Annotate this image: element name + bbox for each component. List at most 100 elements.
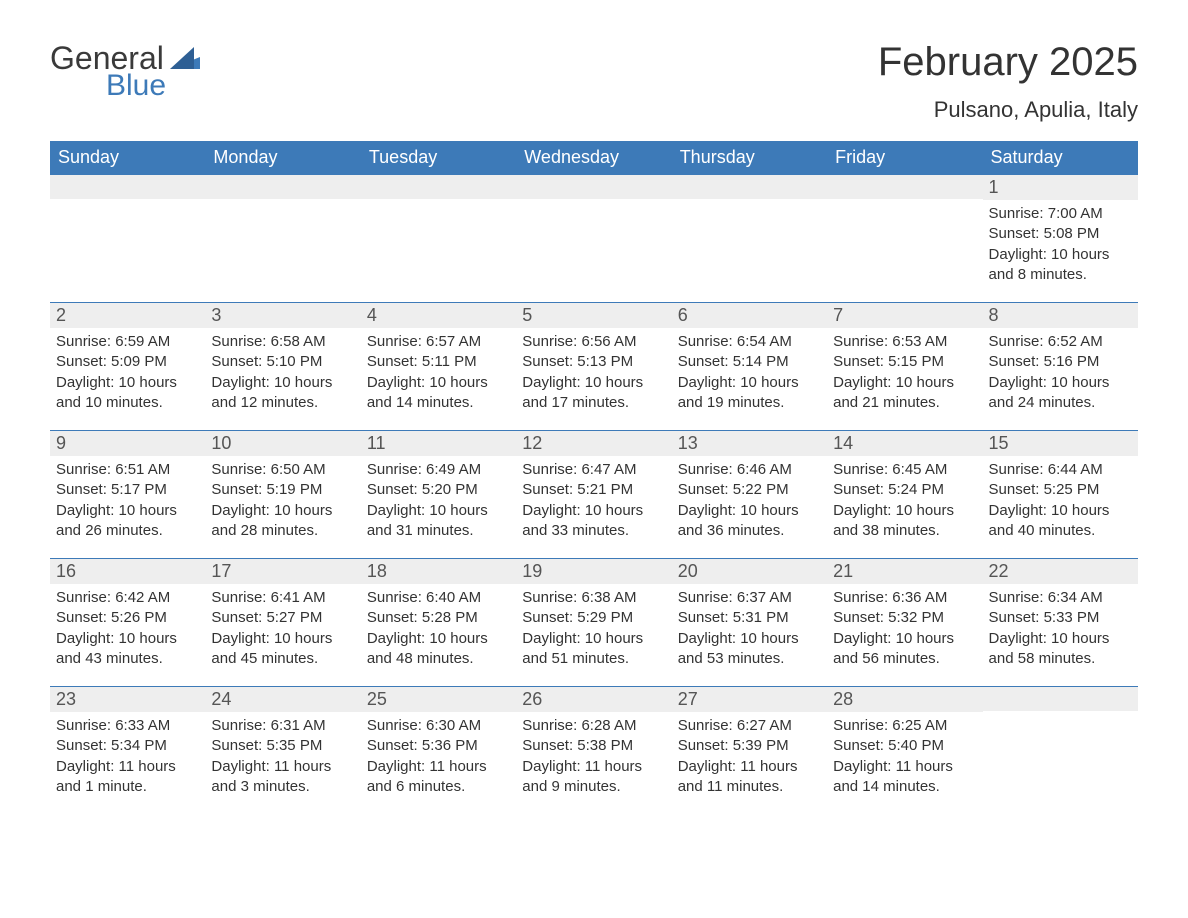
- empty-day-stripe: [516, 174, 671, 199]
- sunset-line: Sunset: 5:35 PM: [211, 736, 354, 756]
- calendar-day-cell: [361, 174, 516, 302]
- day-number: 19: [516, 558, 671, 584]
- daylight-line: Daylight: 10 hours and 14 minutes.: [367, 373, 510, 414]
- day-content: Sunrise: 6:41 AMSunset: 5:27 PMDaylight:…: [205, 584, 360, 675]
- calendar-day-cell: 6Sunrise: 6:54 AMSunset: 5:14 PMDaylight…: [672, 302, 827, 430]
- calendar-day-cell: 22Sunrise: 6:34 AMSunset: 5:33 PMDayligh…: [983, 558, 1138, 686]
- day-number: 1: [983, 174, 1138, 200]
- day-number: 28: [827, 686, 982, 712]
- calendar-day-cell: 12Sunrise: 6:47 AMSunset: 5:21 PMDayligh…: [516, 430, 671, 558]
- day-number: 9: [50, 430, 205, 456]
- day-number: 23: [50, 686, 205, 712]
- weekday-header: Thursday: [672, 141, 827, 174]
- daylight-line: Daylight: 10 hours and 38 minutes.: [833, 501, 976, 542]
- day-number: 15: [983, 430, 1138, 456]
- sunrise-line: Sunrise: 6:33 AM: [56, 716, 199, 736]
- day-number: 3: [205, 302, 360, 328]
- day-number: 25: [361, 686, 516, 712]
- sunrise-line: Sunrise: 6:34 AM: [989, 588, 1132, 608]
- calendar-day-cell: 25Sunrise: 6:30 AMSunset: 5:36 PMDayligh…: [361, 686, 516, 814]
- daylight-line: Daylight: 10 hours and 24 minutes.: [989, 373, 1132, 414]
- sunrise-line: Sunrise: 6:44 AM: [989, 460, 1132, 480]
- sunset-line: Sunset: 5:33 PM: [989, 608, 1132, 628]
- calendar-day-cell: 13Sunrise: 6:46 AMSunset: 5:22 PMDayligh…: [672, 430, 827, 558]
- day-number: 8: [983, 302, 1138, 328]
- day-content: Sunrise: 6:30 AMSunset: 5:36 PMDaylight:…: [361, 712, 516, 803]
- calendar-day-cell: [827, 174, 982, 302]
- sunset-line: Sunset: 5:34 PM: [56, 736, 199, 756]
- empty-day-stripe: [205, 174, 360, 199]
- sunset-line: Sunset: 5:11 PM: [367, 352, 510, 372]
- empty-day-stripe: [827, 174, 982, 199]
- calendar-day-cell: 28Sunrise: 6:25 AMSunset: 5:40 PMDayligh…: [827, 686, 982, 814]
- calendar-day-cell: 17Sunrise: 6:41 AMSunset: 5:27 PMDayligh…: [205, 558, 360, 686]
- day-content: Sunrise: 6:50 AMSunset: 5:19 PMDaylight:…: [205, 456, 360, 547]
- logo-block: General Blue: [50, 40, 200, 103]
- day-number: 27: [672, 686, 827, 712]
- calendar-day-cell: [516, 174, 671, 302]
- day-number: 14: [827, 430, 982, 456]
- weekday-header: Sunday: [50, 141, 205, 174]
- daylight-line: Daylight: 10 hours and 48 minutes.: [367, 629, 510, 670]
- day-content: Sunrise: 6:27 AMSunset: 5:39 PMDaylight:…: [672, 712, 827, 803]
- daylight-line: Daylight: 10 hours and 45 minutes.: [211, 629, 354, 670]
- calendar-day-cell: [205, 174, 360, 302]
- sunrise-line: Sunrise: 6:49 AM: [367, 460, 510, 480]
- weekday-header: Tuesday: [361, 141, 516, 174]
- weekday-header: Wednesday: [516, 141, 671, 174]
- daylight-line: Daylight: 10 hours and 51 minutes.: [522, 629, 665, 670]
- daylight-line: Daylight: 11 hours and 11 minutes.: [678, 757, 821, 798]
- sunset-line: Sunset: 5:14 PM: [678, 352, 821, 372]
- calendar-day-cell: 23Sunrise: 6:33 AMSunset: 5:34 PMDayligh…: [50, 686, 205, 814]
- day-number: 18: [361, 558, 516, 584]
- daylight-line: Daylight: 11 hours and 3 minutes.: [211, 757, 354, 798]
- day-content: Sunrise: 6:56 AMSunset: 5:13 PMDaylight:…: [516, 328, 671, 419]
- location-subtitle: Pulsano, Apulia, Italy: [878, 97, 1138, 123]
- day-number: 13: [672, 430, 827, 456]
- day-content: Sunrise: 6:37 AMSunset: 5:31 PMDaylight:…: [672, 584, 827, 675]
- sunrise-line: Sunrise: 6:40 AM: [367, 588, 510, 608]
- sunrise-line: Sunrise: 6:47 AM: [522, 460, 665, 480]
- calendar-day-cell: 11Sunrise: 6:49 AMSunset: 5:20 PMDayligh…: [361, 430, 516, 558]
- day-content: Sunrise: 6:31 AMSunset: 5:35 PMDaylight:…: [205, 712, 360, 803]
- sunset-line: Sunset: 5:25 PM: [989, 480, 1132, 500]
- sunrise-line: Sunrise: 6:45 AM: [833, 460, 976, 480]
- sunset-line: Sunset: 5:21 PM: [522, 480, 665, 500]
- sunset-line: Sunset: 5:24 PM: [833, 480, 976, 500]
- day-content: Sunrise: 6:53 AMSunset: 5:15 PMDaylight:…: [827, 328, 982, 419]
- calendar-day-cell: 15Sunrise: 6:44 AMSunset: 5:25 PMDayligh…: [983, 430, 1138, 558]
- day-content: Sunrise: 6:28 AMSunset: 5:38 PMDaylight:…: [516, 712, 671, 803]
- calendar-day-cell: 1 Sunrise: 7:00 AMSunset: 5:08 PMDaylight…: [983, 174, 1138, 302]
- day-content: Sunrise: 6:34 AMSunset: 5:33 PMDaylight:…: [983, 584, 1138, 675]
- day-number: 16: [50, 558, 205, 584]
- daylight-line: Daylight: 10 hours and 8 minutes.: [989, 245, 1132, 286]
- daylight-line: Daylight: 10 hours and 12 minutes.: [211, 373, 354, 414]
- daylight-line: Daylight: 11 hours and 6 minutes.: [367, 757, 510, 798]
- sunrise-line: Sunrise: 7:00 AM: [989, 204, 1132, 224]
- sunset-line: Sunset: 5:20 PM: [367, 480, 510, 500]
- calendar-day-cell: 20Sunrise: 6:37 AMSunset: 5:31 PMDayligh…: [672, 558, 827, 686]
- sunrise-line: Sunrise: 6:46 AM: [678, 460, 821, 480]
- sunrise-line: Sunrise: 6:51 AM: [56, 460, 199, 480]
- day-content: Sunrise: 6:40 AMSunset: 5:28 PMDaylight:…: [361, 584, 516, 675]
- day-content: Sunrise: 6:25 AMSunset: 5:40 PMDaylight:…: [827, 712, 982, 803]
- sunrise-line: Sunrise: 6:38 AM: [522, 588, 665, 608]
- sunrise-line: Sunrise: 6:28 AM: [522, 716, 665, 736]
- logo: General Blue: [50, 40, 200, 103]
- calendar-day-cell: 27Sunrise: 6:27 AMSunset: 5:39 PMDayligh…: [672, 686, 827, 814]
- day-content: Sunrise: 6:36 AMSunset: 5:32 PMDaylight:…: [827, 584, 982, 675]
- day-number: 4: [361, 302, 516, 328]
- sunrise-line: Sunrise: 6:50 AM: [211, 460, 354, 480]
- day-content: Sunrise: 6:58 AMSunset: 5:10 PMDaylight:…: [205, 328, 360, 419]
- daylight-line: Daylight: 10 hours and 17 minutes.: [522, 373, 665, 414]
- sunrise-line: Sunrise: 6:52 AM: [989, 332, 1132, 352]
- daylight-line: Daylight: 11 hours and 9 minutes.: [522, 757, 665, 798]
- sunset-line: Sunset: 5:08 PM: [989, 224, 1132, 244]
- sunrise-line: Sunrise: 6:59 AM: [56, 332, 199, 352]
- sunset-line: Sunset: 5:17 PM: [56, 480, 199, 500]
- weekday-header: Monday: [205, 141, 360, 174]
- daylight-line: Daylight: 10 hours and 43 minutes.: [56, 629, 199, 670]
- calendar-day-cell: 24Sunrise: 6:31 AMSunset: 5:35 PMDayligh…: [205, 686, 360, 814]
- sunrise-line: Sunrise: 6:31 AM: [211, 716, 354, 736]
- daylight-line: Daylight: 10 hours and 36 minutes.: [678, 501, 821, 542]
